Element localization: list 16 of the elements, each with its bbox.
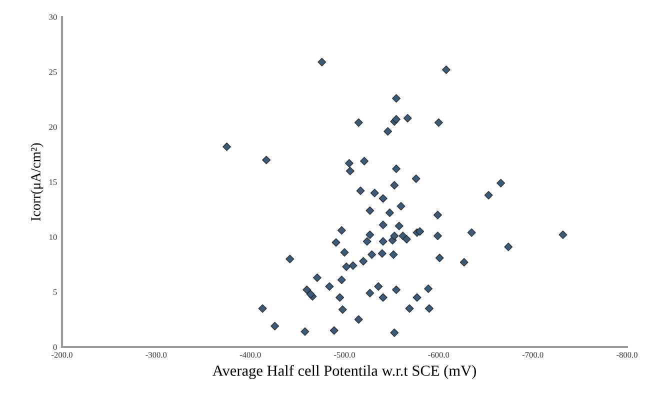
x-tick-label: -500.0 [334, 352, 355, 358]
y-axis-title: Icorr(μA/cm²) [30, 143, 44, 221]
y-tick-label: 30 [49, 14, 57, 20]
y-tick-label: 15 [50, 179, 57, 185]
x-axis-title: Average Half cell Potentila w.r.t SCE (mV) [212, 364, 476, 380]
x-tick-label: -200.0 [52, 352, 72, 358]
x-tick-label: -300.0 [146, 352, 167, 358]
y-tick-label: 5 [53, 289, 57, 295]
x-tick-label: -700.0 [522, 352, 544, 358]
y-tick-label: 0 [53, 344, 57, 350]
y-tick-label: 10 [50, 234, 57, 240]
x-tick-label: -400.0 [240, 352, 261, 358]
x-tick-label: -800.0 [616, 352, 638, 358]
y-tick-label: 25 [49, 69, 57, 75]
x-tick-label: -600.0 [428, 352, 450, 358]
y-tick-label: 20 [49, 124, 57, 130]
